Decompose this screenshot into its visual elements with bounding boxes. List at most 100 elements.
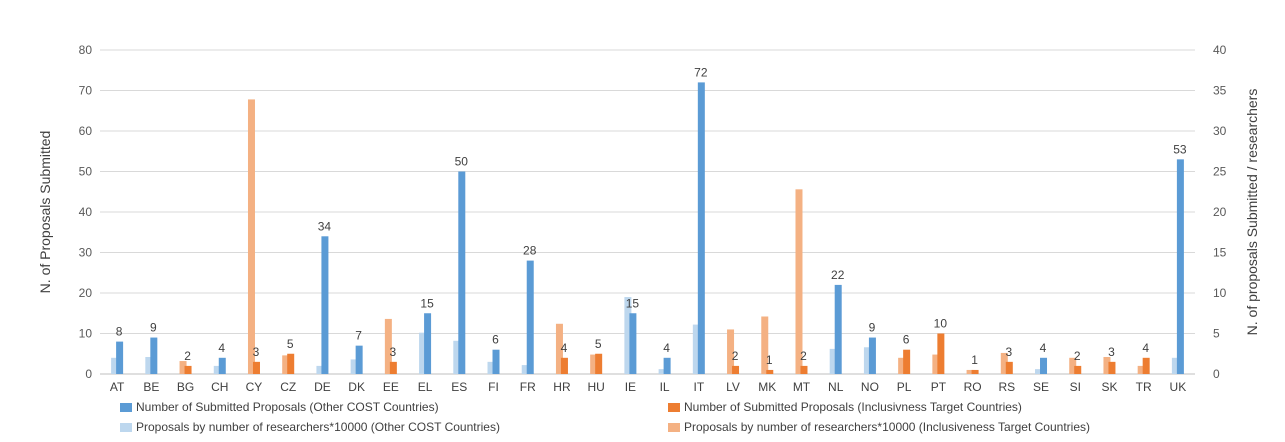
data-label: 7 (355, 329, 362, 343)
data-label: 4 (1142, 341, 1149, 355)
x-tick-label: FI (488, 380, 499, 394)
y2-tick-label: 5 (1213, 327, 1220, 341)
bar-other-proposals (218, 357, 226, 374)
bar-itc-per-researcher (1000, 352, 1008, 374)
bar-itc-proposals (1005, 361, 1013, 374)
x-tick-label: EL (418, 380, 433, 394)
bar-other-per-researcher (829, 348, 837, 374)
bar-other-proposals (868, 337, 876, 374)
y2-tick-label: 35 (1213, 84, 1227, 98)
bar-itc-proposals (1108, 361, 1116, 374)
bar-itc-per-researcher (179, 361, 187, 374)
bar-other-proposals (150, 337, 158, 374)
data-label: 4 (663, 341, 670, 355)
y-tick-label: 70 (79, 84, 93, 98)
legend-swatch-icon (120, 422, 132, 432)
bar-other-proposals (1040, 357, 1048, 374)
x-tick-label: HU (588, 380, 605, 394)
bar-itc-per-researcher (1103, 356, 1111, 374)
x-tick-label: AT (110, 380, 125, 394)
bars (111, 82, 1184, 375)
data-label: 9 (150, 321, 157, 335)
x-tick-label: RO (964, 380, 982, 394)
bar-other-per-researcher (111, 357, 119, 374)
y2-tick-label: 15 (1213, 246, 1227, 260)
bar-other-per-researcher (213, 365, 221, 374)
bar-other-per-researcher (692, 324, 700, 374)
x-tick-label: NO (861, 380, 879, 394)
x-tick-label: BG (177, 380, 194, 394)
bar-itc-per-researcher (966, 369, 974, 374)
legend-item-itc-proposals: Number of Submitted Proposals (Inclusivn… (668, 400, 1022, 414)
bar-other-proposals (355, 345, 363, 374)
bar-other-per-researcher (145, 356, 153, 374)
data-label: 9 (869, 321, 876, 335)
legend-label: Proposals by number of researchers*10000… (684, 420, 1090, 434)
y-axis-right: 0 5 10 15 20 25 30 35 40 (1213, 43, 1227, 381)
data-label: 15 (420, 296, 434, 310)
bar-itc-proposals (800, 365, 808, 374)
y-tick-label: 10 (79, 327, 93, 341)
data-label: 5 (595, 337, 602, 351)
bar-itc-per-researcher (898, 357, 906, 374)
data-label: 3 (253, 345, 260, 359)
bar-other-per-researcher (521, 365, 529, 374)
bar-other-per-researcher (658, 369, 666, 374)
x-tick-label: IT (693, 380, 704, 394)
x-tick-label: TR (1136, 380, 1152, 394)
x-tick-label: ES (451, 380, 467, 394)
data-label: 2 (1074, 349, 1081, 363)
data-label: 72 (694, 65, 708, 79)
y-tick-label: 30 (79, 246, 93, 260)
legend: Number of Submitted Proposals (Other COS… (120, 400, 1240, 440)
x-tick-label: MT (793, 380, 811, 394)
bar-itc-proposals (732, 365, 740, 374)
bar-itc-proposals (184, 365, 192, 374)
y-tick-label: 50 (79, 165, 93, 179)
bar-other-proposals (834, 284, 842, 374)
data-label: 2 (184, 349, 191, 363)
data-label: 3 (1108, 345, 1115, 359)
data-label: 6 (903, 333, 910, 347)
bar-other-per-researcher (350, 359, 358, 374)
legend-label: Number of Submitted Proposals (Inclusivn… (684, 400, 1022, 414)
bar-itc-per-researcher (1069, 357, 1077, 374)
x-tick-label: RS (998, 380, 1015, 394)
bar-other-proposals (116, 341, 124, 374)
bar-itc-per-researcher (932, 354, 940, 374)
bar-itc-proposals (595, 353, 603, 374)
data-label: 1 (971, 353, 978, 367)
legend-swatch-icon (668, 422, 680, 432)
bar-itc-per-researcher (761, 316, 769, 374)
legend-swatch-icon (120, 402, 132, 412)
data-label: 34 (318, 219, 332, 233)
data-label: 5 (287, 337, 294, 351)
bar-itc-per-researcher (282, 355, 290, 374)
legend-item-other-per-researcher: Proposals by number of researchers*10000… (120, 420, 500, 434)
x-tick-label: CY (246, 380, 263, 394)
bar-itc-proposals (903, 349, 911, 374)
x-tick-label: DK (348, 380, 365, 394)
y2-tick-label: 10 (1213, 286, 1227, 300)
bar-itc-proposals (1142, 357, 1150, 374)
x-tick-label: CH (211, 380, 228, 394)
bar-itc-per-researcher (384, 318, 392, 374)
x-tick-label: PL (897, 380, 912, 394)
bar-other-per-researcher (1171, 357, 1179, 374)
data-label: 15 (626, 296, 640, 310)
legend-swatch-icon (668, 402, 680, 412)
bar-other-proposals (1176, 159, 1184, 374)
bar-other-proposals (629, 313, 637, 374)
x-tick-label: EE (383, 380, 399, 394)
bar-other-proposals (526, 260, 534, 374)
bar-other-per-researcher (487, 361, 495, 374)
legend-item-other-proposals: Number of Submitted Proposals (Other COS… (120, 400, 439, 414)
x-tick-label: IE (625, 380, 636, 394)
legend-label: Proposals by number of researchers*10000… (136, 420, 500, 434)
y2-tick-label: 25 (1213, 165, 1227, 179)
x-tick-label: IL (660, 380, 670, 394)
bar-itc-proposals (560, 357, 568, 374)
data-label: 28 (523, 244, 537, 258)
data-label: 4 (561, 341, 568, 355)
bar-other-per-researcher (316, 365, 324, 374)
